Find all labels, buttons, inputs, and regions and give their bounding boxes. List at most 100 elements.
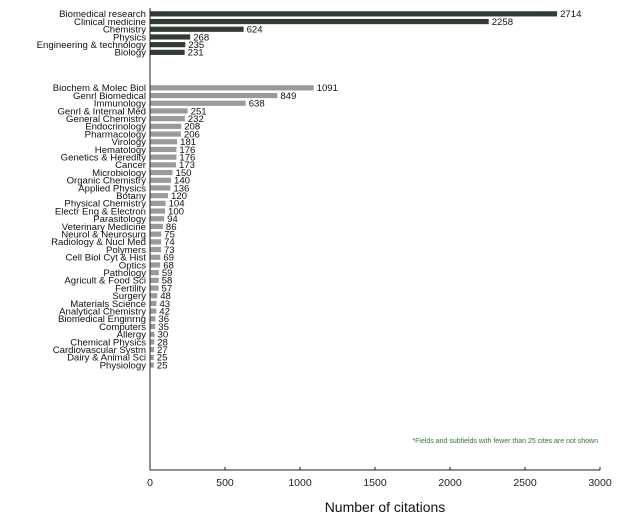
bar-subfields-10 [150, 162, 176, 168]
value-label-subfields-13: 136 [173, 183, 189, 194]
bar-subfields-0 [150, 85, 314, 91]
value-label-subfields-19: 75 [164, 229, 175, 240]
footnote: *Fields and subfields with fewer than 25… [412, 438, 598, 445]
value-label-subfields-3: 251 [191, 106, 207, 117]
x-tick-label-4: 2000 [438, 477, 462, 489]
value-label-subfields-5: 208 [184, 122, 200, 133]
value-label-subfields-33: 28 [157, 337, 168, 348]
value-label-subfields-17: 94 [167, 214, 178, 225]
category-label-fields-2: Chemistry [103, 25, 146, 36]
category-label-subfields-23: Optics [119, 260, 146, 271]
bar-subfields-32 [150, 331, 155, 337]
value-label-subfields-18: 86 [166, 222, 177, 233]
value-label-subfields-24: 59 [162, 268, 173, 279]
value-label-fields-3: 268 [193, 32, 209, 43]
category-label-subfields-21: Polymers [106, 245, 146, 256]
category-label-subfields-20: Radiology & Nucl Med [51, 237, 146, 248]
value-label-subfields-22: 69 [163, 253, 174, 264]
category-label-subfields-25: Agricult & Food Sci [64, 276, 146, 287]
x-axis-ticks: 0 500 1000 1500 2000 2500 3000 [147, 467, 612, 489]
bar-subfields-19 [150, 231, 162, 237]
labels-layer: Biomedical research 2714 Clinical medicine… [37, 9, 582, 371]
bar-fields-5 [150, 49, 185, 55]
category-label-subfields-14: Botany [116, 191, 146, 202]
x-tick-label-6: 3000 [588, 477, 612, 489]
value-label-fields-1: 2258 [492, 17, 513, 28]
value-label-subfields-31: 35 [158, 322, 169, 333]
bar-subfields-22 [150, 254, 161, 260]
bar-subfields-21 [150, 246, 161, 253]
bar-fields-1 [150, 18, 489, 25]
value-label-subfields-11: 150 [176, 168, 192, 179]
x-tick-label-5: 2500 [513, 477, 537, 489]
bar-subfields-14 [150, 193, 168, 199]
value-label-subfields-26: 57 [162, 283, 173, 294]
category-label-subfields-1: Genrl Biomedical [73, 91, 146, 102]
bar-subfields-36 [150, 362, 154, 368]
bar-subfields-16 [150, 208, 165, 214]
value-label-fields-5: 231 [188, 48, 204, 59]
value-label-subfields-34: 27 [157, 345, 168, 356]
bar-subfields-8 [150, 146, 177, 153]
bar-subfields-18 [150, 223, 163, 230]
value-label-subfields-4: 232 [188, 114, 204, 125]
value-label-subfields-2: 638 [249, 99, 265, 110]
x-tick-label-2: 1000 [288, 477, 312, 489]
category-label-subfields-7: Virology [112, 137, 147, 148]
category-label-subfields-5: Endocrinology [85, 122, 146, 133]
value-label-subfields-27: 48 [160, 291, 171, 302]
category-label-subfields-19: Neurol & Neurosurg [61, 229, 146, 240]
value-label-subfields-16: 100 [168, 206, 184, 217]
category-label-fields-4: Engineering & technology [37, 40, 147, 51]
bar-subfields-20 [150, 239, 162, 245]
bar-subfields-4 [150, 116, 185, 122]
value-label-subfields-20: 74 [164, 237, 175, 248]
value-label-subfields-8: 176 [179, 145, 195, 156]
value-label-subfields-14: 120 [171, 191, 187, 202]
category-label-subfields-6: Pharmacology [85, 129, 147, 140]
value-label-subfields-29: 42 [159, 306, 170, 317]
value-label-subfields-30: 36 [158, 314, 169, 325]
bar-subfields-1 [150, 92, 278, 99]
category-label-subfields-10: Cancer [115, 160, 147, 171]
bar-subfields-7 [150, 139, 178, 145]
bar-subfields-31 [150, 323, 156, 330]
value-label-fields-0: 2714 [560, 9, 582, 20]
category-label-subfields-30: Biomedical Enginrng [58, 314, 146, 325]
bar-subfields-35 [150, 354, 154, 360]
bar-subfields-15 [150, 200, 166, 206]
value-label-subfields-15: 104 [169, 199, 186, 210]
x-tick-label-0: 0 [147, 477, 153, 489]
category-label-subfields-32: Allergy [117, 330, 147, 341]
value-label-subfields-9: 176 [179, 152, 195, 163]
category-label-subfields-17: Parasitology [93, 214, 146, 225]
bar-subfields-6 [150, 131, 181, 137]
bar-subfields-24 [150, 270, 159, 276]
bar-subfields-9 [150, 154, 177, 160]
value-label-subfields-12: 140 [174, 176, 190, 187]
bar-subfields-34 [150, 347, 155, 353]
value-label-subfields-10: 173 [179, 160, 195, 171]
bar-subfields-5 [150, 123, 182, 129]
category-label-subfields-3: Genrl & Internal Med [57, 106, 146, 117]
bar-subfields-3 [150, 108, 188, 114]
category-label-subfields-36: Physiology [100, 360, 147, 371]
value-label-subfields-25: 58 [162, 276, 173, 287]
value-label-subfields-28: 43 [159, 299, 170, 310]
bar-fields-0 [150, 11, 558, 17]
x-tick-label-3: 1500 [363, 477, 387, 489]
category-label-subfields-11: Microbiology [92, 168, 146, 179]
bar-subfields-13 [150, 185, 171, 191]
category-label-fields-1: Clinical medicine [74, 17, 146, 28]
x-axis-title: Number of citations [325, 499, 446, 515]
bar-subfields-2 [150, 100, 246, 106]
category-label-subfields-26: Fertility [115, 283, 146, 294]
category-label-fields-5: Biology [115, 48, 147, 59]
value-label-subfields-21: 73 [164, 245, 175, 256]
category-label-subfields-31: Computers [99, 322, 146, 333]
category-label-subfields-2: Immunology [94, 99, 146, 110]
x-tick-label-1: 500 [216, 477, 234, 489]
bar-fields-3 [150, 34, 191, 40]
category-label-subfields-4: General Chemistry [66, 114, 146, 125]
